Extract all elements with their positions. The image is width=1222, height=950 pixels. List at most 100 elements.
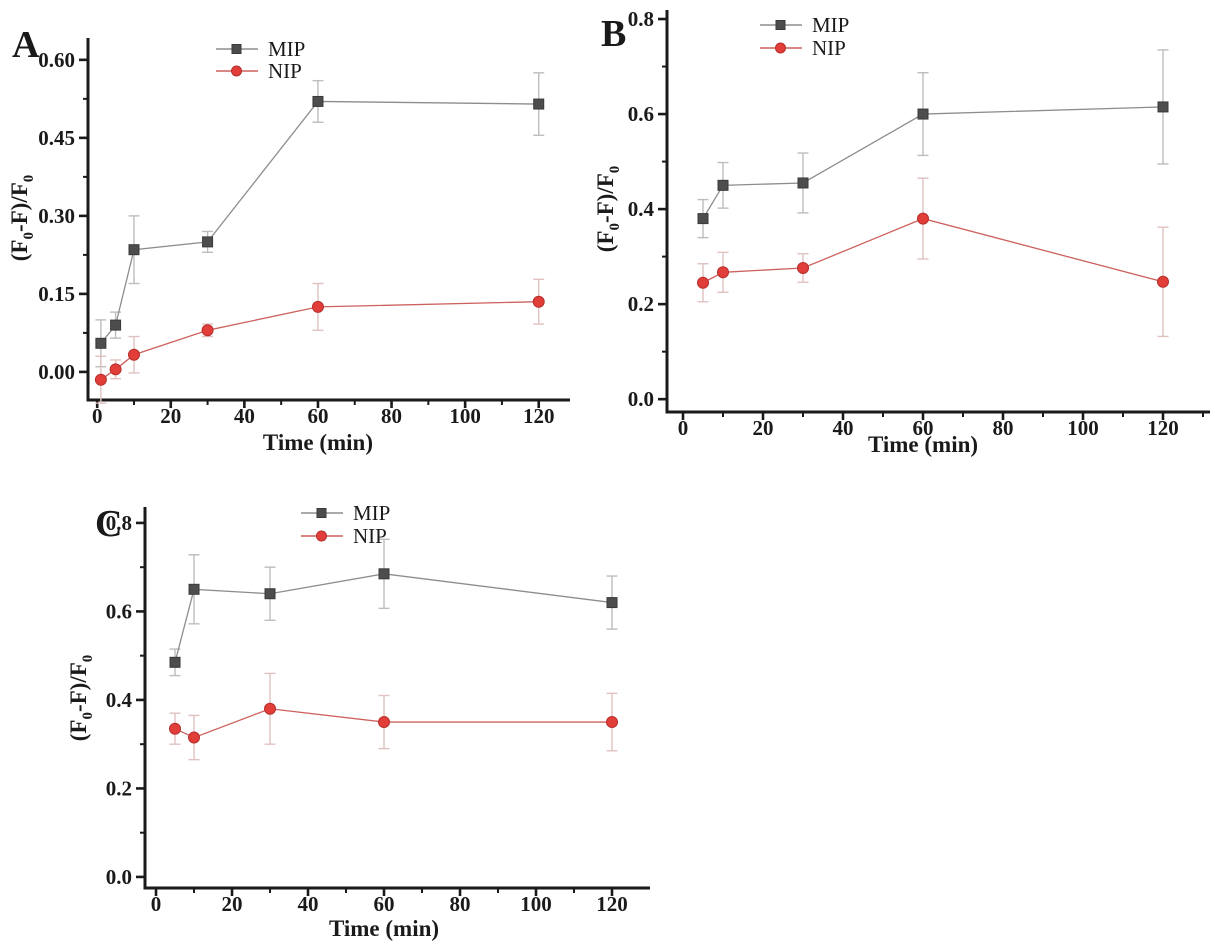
legend-marker-nip-icon bbox=[231, 65, 242, 77]
x-tick-label: 100 bbox=[1067, 416, 1099, 440]
y-tick-label: 0.4 bbox=[628, 197, 655, 221]
x-tick-label: 60 bbox=[307, 404, 328, 428]
series-line-nip bbox=[174, 708, 613, 739]
data-point-nip bbox=[109, 363, 122, 376]
x-tick-label: 0 bbox=[92, 404, 103, 428]
x-tick-label: 40 bbox=[234, 404, 255, 428]
x-tick-label: 20 bbox=[753, 416, 774, 440]
data-point-mip bbox=[169, 656, 181, 668]
legend-label-mip: MIP bbox=[268, 37, 305, 61]
data-point-nip bbox=[94, 373, 107, 386]
x-tick-label: 60 bbox=[374, 892, 395, 916]
y-tick-label: 0.0 bbox=[628, 387, 654, 411]
data-point-mip bbox=[697, 213, 709, 225]
data-point-mip bbox=[606, 597, 618, 609]
data-point-nip bbox=[532, 295, 545, 308]
legend-marker-mip-icon bbox=[775, 20, 786, 30]
legend-label-mip: MIP bbox=[353, 501, 390, 525]
legend-marker-nip-icon bbox=[775, 42, 786, 54]
data-point-mip bbox=[917, 108, 929, 120]
series-nip bbox=[169, 672, 619, 761]
legend-marker-nip-icon bbox=[316, 530, 327, 542]
y-tick-label: 0.0 bbox=[106, 865, 132, 889]
x-tick-label: 80 bbox=[450, 892, 471, 916]
data-point-nip bbox=[797, 262, 809, 275]
legend-label-nip: NIP bbox=[812, 36, 846, 60]
y-tick-label: 0.00 bbox=[38, 360, 75, 384]
data-point-nip bbox=[264, 702, 277, 715]
y-tick-label: 0.2 bbox=[106, 776, 132, 800]
series-line-nip bbox=[702, 217, 1164, 284]
x-tick-label: 100 bbox=[520, 892, 552, 916]
x-tick-label: 0 bbox=[151, 892, 162, 916]
series-mip bbox=[697, 49, 1169, 239]
x-tick-label: 120 bbox=[1147, 416, 1179, 440]
y-tick-label: 0.4 bbox=[106, 688, 133, 712]
data-point-nip bbox=[917, 212, 929, 225]
panel-letter-b: B bbox=[601, 13, 626, 55]
x-tick-label: 100 bbox=[449, 404, 481, 428]
data-point-mip bbox=[797, 177, 809, 189]
data-point-mip bbox=[264, 588, 276, 600]
panel-letter-a: A bbox=[12, 24, 40, 66]
panel-letter-c: C bbox=[95, 503, 122, 545]
y-tick-label: 0.6 bbox=[628, 102, 654, 126]
series-line-mip bbox=[702, 106, 1164, 219]
data-point-nip bbox=[188, 731, 201, 744]
y-axis-title: (F0-F)/F0 bbox=[7, 175, 37, 262]
data-point-mip bbox=[1157, 101, 1169, 113]
x-tick-label: 20 bbox=[222, 892, 243, 916]
legend-label-nip: NIP bbox=[268, 59, 302, 83]
data-point-mip bbox=[717, 179, 729, 191]
x-tick-label: 80 bbox=[993, 416, 1014, 440]
data-point-nip bbox=[311, 300, 324, 313]
x-axis-title: Time (min) bbox=[263, 430, 373, 455]
legend-label-mip: MIP bbox=[812, 13, 849, 37]
x-tick-label: 120 bbox=[596, 892, 628, 916]
series-mip bbox=[169, 538, 618, 677]
data-point-mip bbox=[188, 583, 200, 595]
x-axis-title: Time (min) bbox=[868, 432, 978, 457]
x-tick-label: 80 bbox=[381, 404, 402, 428]
y-tick-label: 0.2 bbox=[628, 292, 654, 316]
data-point-mip bbox=[128, 244, 140, 256]
data-point-mip bbox=[378, 568, 390, 580]
data-point-nip bbox=[1157, 275, 1169, 288]
panel-a: 0 20 40 60 80 100 120 0.00 0.15 0.30 0.45 0.60 MIPNI… bbox=[7, 24, 570, 455]
series-mip bbox=[95, 72, 545, 368]
y-tick-label: 0.60 bbox=[38, 48, 75, 72]
data-point-nip bbox=[697, 276, 709, 289]
y-tick-label: 0.8 bbox=[628, 7, 654, 31]
x-tick-label: 40 bbox=[298, 892, 319, 916]
series-nip bbox=[697, 177, 1169, 338]
series-line-mip bbox=[174, 573, 613, 663]
data-point-nip bbox=[717, 266, 729, 279]
legend-marker-mip-icon bbox=[316, 508, 327, 518]
legend-label-nip: NIP bbox=[353, 524, 387, 548]
y-tick-label: 0.45 bbox=[38, 126, 75, 150]
series-line-nip bbox=[100, 301, 539, 381]
data-point-nip bbox=[169, 722, 182, 735]
data-point-mip bbox=[533, 98, 545, 110]
data-point-mip bbox=[202, 236, 214, 248]
data-point-nip bbox=[606, 716, 619, 729]
legend-marker-mip-icon bbox=[231, 44, 242, 54]
y-tick-label: 0.30 bbox=[38, 204, 75, 228]
y-tick-label: 0.8 bbox=[106, 511, 132, 535]
data-point-mip bbox=[95, 337, 107, 349]
x-axis-title: Time (min) bbox=[329, 916, 439, 941]
x-tick-label: 0 bbox=[678, 416, 689, 440]
y-tick-label: 0.15 bbox=[38, 282, 75, 306]
data-point-nip bbox=[201, 324, 214, 337]
y-tick-label: 0.6 bbox=[106, 599, 132, 623]
data-point-mip bbox=[110, 319, 122, 331]
data-point-nip bbox=[127, 348, 140, 361]
x-tick-label: 20 bbox=[160, 404, 181, 428]
